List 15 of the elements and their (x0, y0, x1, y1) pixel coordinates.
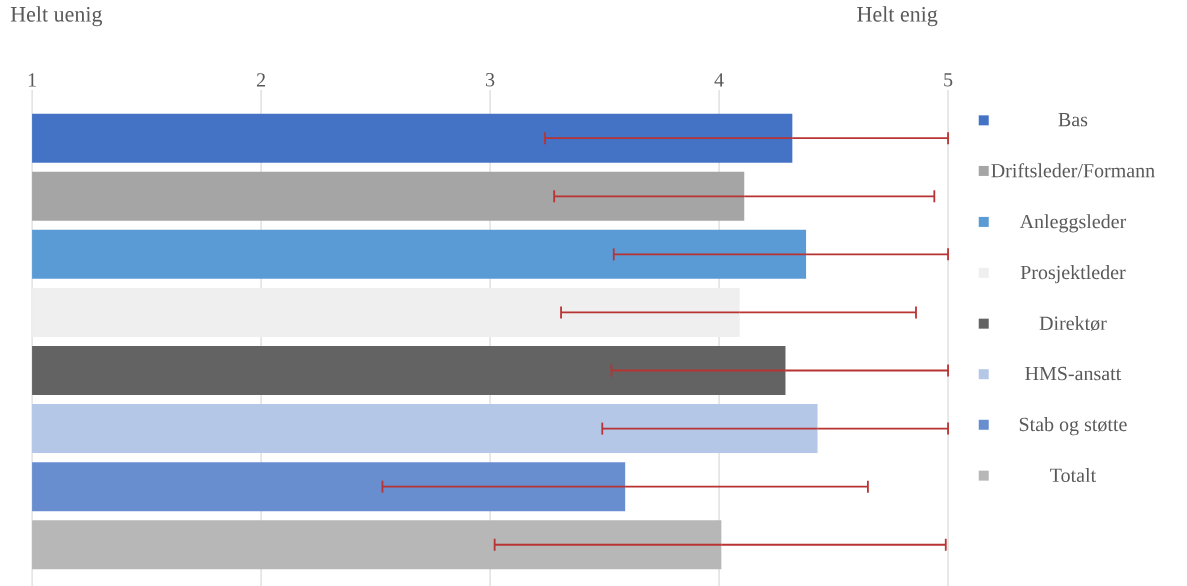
legend-label: Stab og støtte (1019, 416, 1127, 436)
text: Direktør (1039, 315, 1107, 331)
legend-label: Anleggsleder (1019, 213, 1127, 233)
text: Totalt (1050, 467, 1097, 482)
legend-label: Prosjektleder (1020, 264, 1126, 283)
x-tick-label: 2 (256, 72, 265, 87)
x-tick-label: 4 (714, 73, 724, 87)
legend-label: HMS-ansatt (1025, 366, 1122, 381)
text: Bas (1058, 112, 1088, 127)
x-tick-label: 5 (944, 72, 953, 87)
x-tick-label: 1 (28, 73, 36, 87)
x-tick-label: 3 (486, 72, 495, 87)
text: Helt uenig (10, 5, 103, 26)
text: Helt enig (857, 5, 938, 26)
legend-label: Driftsleder/Formann (991, 162, 1155, 178)
